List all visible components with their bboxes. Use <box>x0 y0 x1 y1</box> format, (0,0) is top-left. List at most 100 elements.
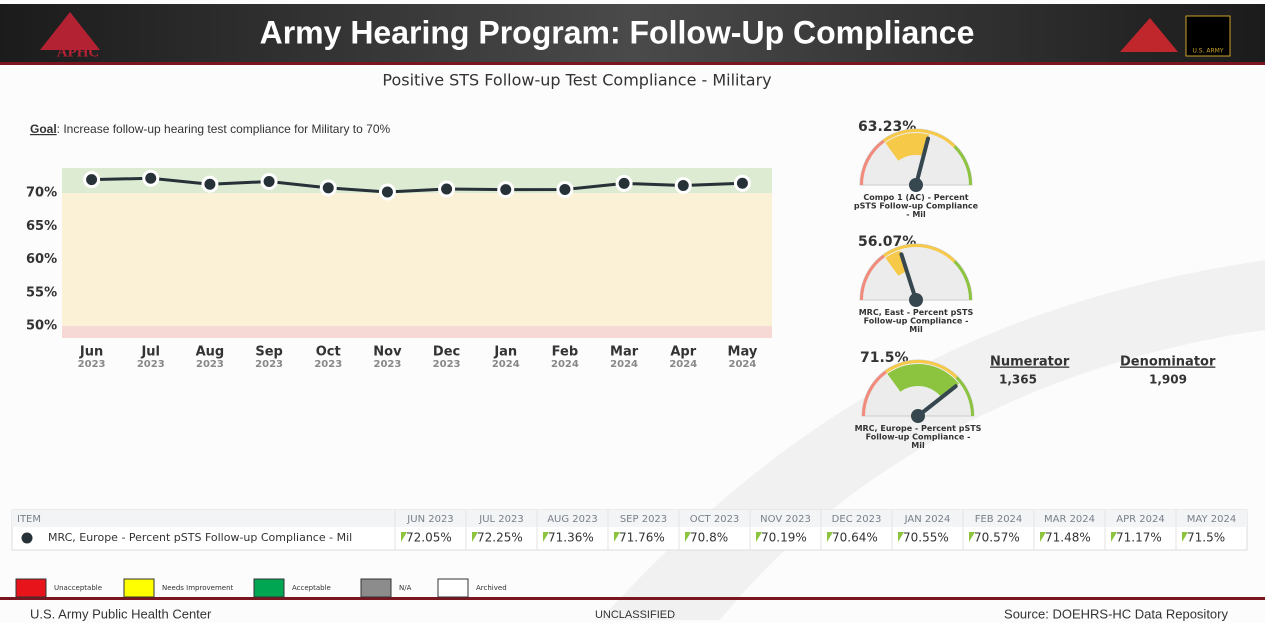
footer-center: UNCLASSIFIED <box>595 609 675 621</box>
legend-swatch <box>253 578 285 598</box>
legend-label: Unacceptable <box>54 584 102 592</box>
cell-value: 70.55% <box>903 531 949 545</box>
status-flag <box>969 532 975 542</box>
gauge-label: Compo 1 (AC) - Percent pSTS Follow-up Com… <box>854 193 979 219</box>
column-header: MAY 2024 <box>1187 514 1236 525</box>
legend-swatch <box>15 578 47 598</box>
point <box>497 181 515 199</box>
goal-label: Goal <box>30 122 57 136</box>
status-flag <box>614 532 620 542</box>
x-tick-year: 2024 <box>728 359 756 370</box>
point <box>319 179 337 197</box>
status-flag <box>1040 532 1046 542</box>
x-tick-label: Jan <box>493 345 517 360</box>
gauge-rim-green <box>953 260 972 300</box>
numerator: 1,365 <box>999 373 1037 387</box>
y-tick-label: 65% <box>26 219 57 234</box>
cell-value: 70.8% <box>690 531 728 545</box>
column-header: NOV 2023 <box>760 514 811 525</box>
x-tick-year: 2023 <box>255 359 283 370</box>
x-tick-label: Apr <box>670 345 696 360</box>
footer-left: U.S. Army Public Health Center <box>30 606 212 621</box>
x-tick-label: Sep <box>255 345 283 360</box>
gauge-rim-red <box>862 370 887 416</box>
emblem <box>1120 18 1178 52</box>
legend-swatch <box>437 578 469 598</box>
gauge-hub <box>911 409 925 423</box>
chart-title: Positive STS Follow-up Test Compliance -… <box>382 71 771 90</box>
gauge-needle <box>899 252 918 302</box>
cell-value: 71.5% <box>1187 531 1225 545</box>
x-tick-label: Jun <box>79 345 103 360</box>
y-tick-label: 50% <box>26 319 57 334</box>
x-tick-year: 2024 <box>492 359 520 370</box>
gauge-rim-yellow <box>883 243 956 263</box>
x-tick-label: Dec <box>433 345 460 360</box>
series-line <box>91 176 743 194</box>
status-flag <box>756 532 762 542</box>
gauge-hub <box>909 293 923 307</box>
cell-value: 70.57% <box>974 531 1020 545</box>
legend-swatch <box>360 578 392 598</box>
point <box>378 183 396 201</box>
status-flag <box>685 532 691 542</box>
x-tick-label: Feb <box>552 345 578 360</box>
column-header: FEB 2024 <box>975 514 1023 525</box>
point <box>142 169 160 187</box>
cell-value: 71.76% <box>619 531 665 545</box>
x-tick-year: 2024 <box>610 359 638 370</box>
badge <box>1185 15 1231 57</box>
x-tick-year: 2023 <box>433 359 461 370</box>
point <box>674 176 692 194</box>
gauge-rim-red <box>860 254 885 300</box>
gauge-label: MRC, East - Percent pSTS Follow-up Compli… <box>859 308 974 334</box>
gauge-needle <box>914 136 931 187</box>
column-header: JUN 2023 <box>406 514 453 525</box>
legend-label: N/A <box>399 584 412 592</box>
column-header: SEP 2023 <box>620 514 667 525</box>
badge-text: U.S. ARMY <box>1192 48 1223 55</box>
footer-rule <box>0 597 1265 600</box>
x-tick-year: 2024 <box>551 359 579 370</box>
x-tick-year: 2023 <box>78 359 106 370</box>
table-header-bg <box>12 510 1247 527</box>
status-flag <box>472 532 478 542</box>
legend-label: Acceptable <box>292 584 331 592</box>
denominator-label: Denominator <box>1120 355 1216 370</box>
x-tick-year: 2023 <box>196 359 224 370</box>
x-tick-label: Jul <box>140 345 160 360</box>
legend-swatch <box>123 578 155 598</box>
cell-value: 70.64% <box>832 531 878 545</box>
point <box>438 180 456 198</box>
cell-value: 71.17% <box>1116 531 1162 545</box>
status-flag <box>401 532 407 542</box>
cell-value: 71.48% <box>1045 531 1091 545</box>
point <box>615 174 633 192</box>
cell-value: 71.36% <box>548 531 594 545</box>
logo-text: APHC <box>57 44 100 60</box>
point <box>260 173 278 191</box>
gauge-rim-red <box>860 139 885 185</box>
row-dot <box>21 532 33 544</box>
header-title: Army Hearing Program: Follow-Up Complian… <box>260 14 975 50</box>
x-tick-label: Oct <box>316 345 341 360</box>
column-header: ITEM <box>17 514 41 525</box>
band <box>62 193 772 327</box>
row-item: MRC, Europe - Percent pSTS Follow-up Com… <box>48 531 352 544</box>
point <box>201 175 219 193</box>
y-tick-label: 70% <box>26 186 57 201</box>
point <box>556 180 574 198</box>
status-flag <box>543 532 549 542</box>
x-tick-year: 2023 <box>314 359 342 370</box>
x-tick-label: Nov <box>373 345 402 360</box>
gauge-rim-yellow <box>883 129 956 148</box>
x-tick-year: 2023 <box>373 359 401 370</box>
legend-label: Needs Improvement <box>162 584 234 592</box>
status-flag <box>898 532 904 542</box>
cell-value: 70.19% <box>761 531 807 545</box>
header-bar <box>0 4 1265 62</box>
x-tick-year: 2024 <box>669 359 697 370</box>
x-tick-year: 2023 <box>137 359 165 370</box>
gauge-rim-green <box>955 376 974 416</box>
